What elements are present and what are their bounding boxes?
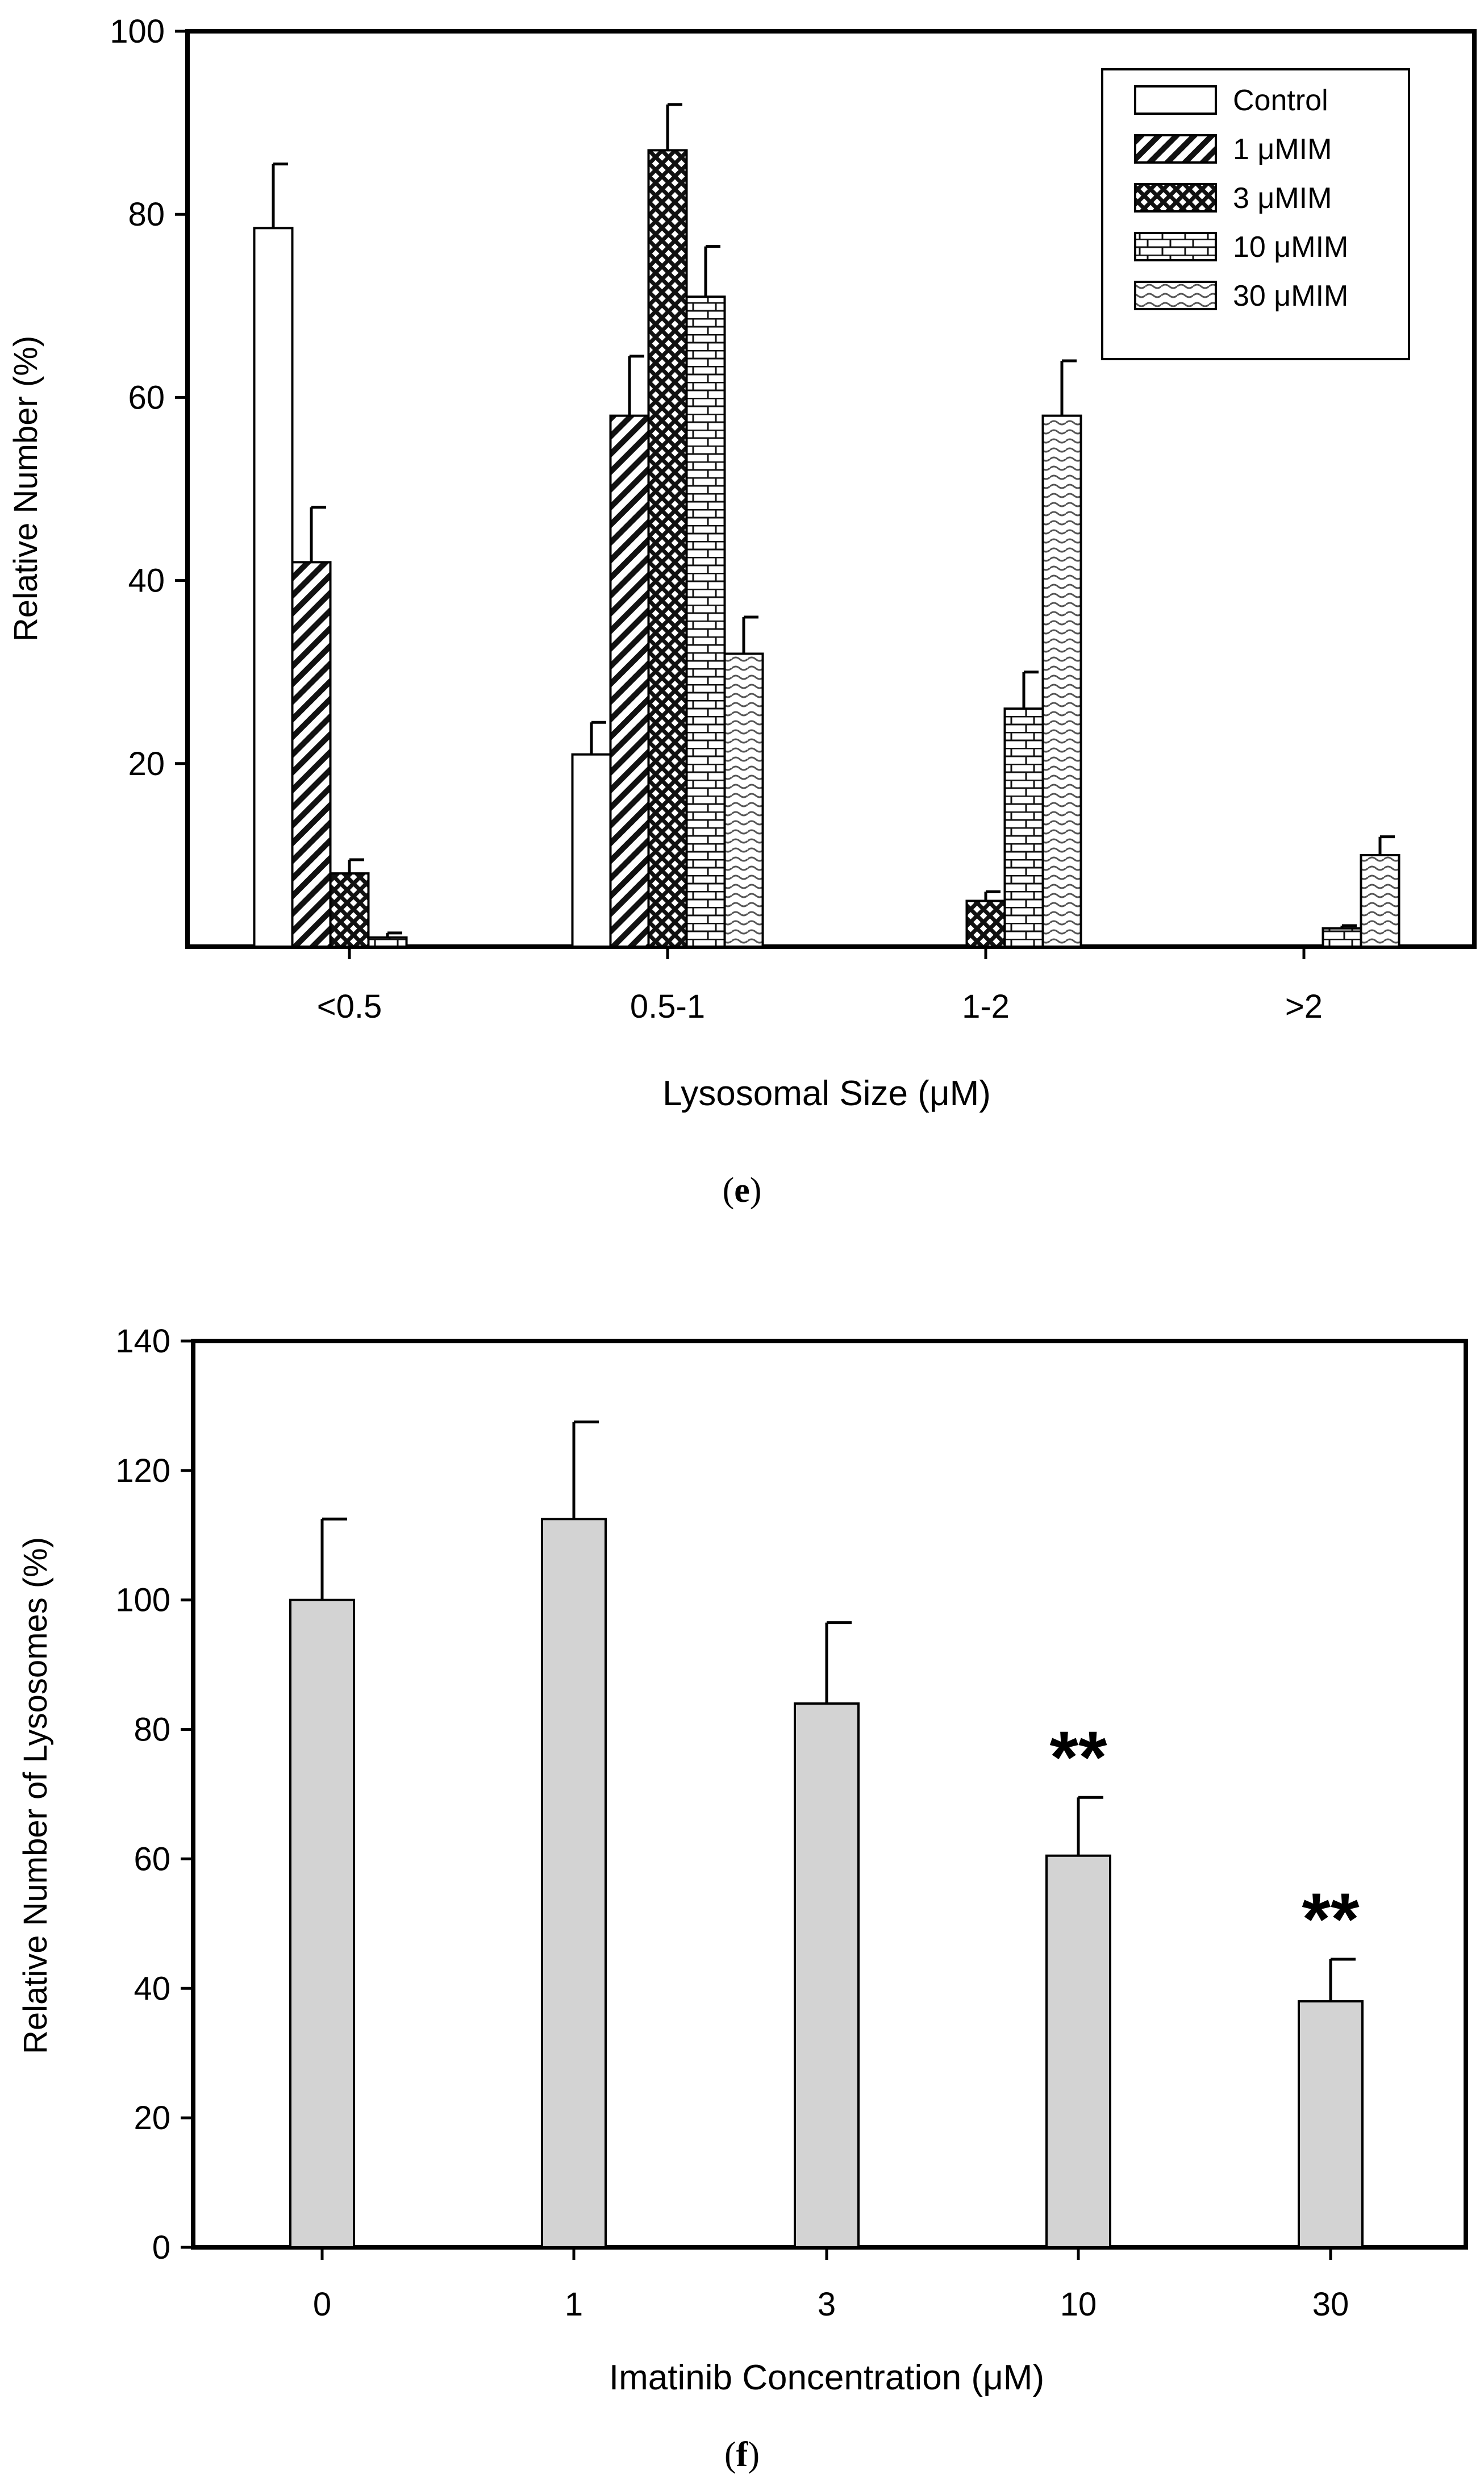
- x-tick-label-f-1: 1: [565, 2286, 583, 2323]
- panel-f-chart: ** ** 0 20 40 60 80 100 120 140 0 1 3 10 30 Relative…: [17, 1323, 1468, 2474]
- bar-e-0-5-control: [253, 227, 294, 948]
- bar-e-2-30-mim: [1360, 853, 1400, 948]
- y-tick-label-e-20: 20: [128, 746, 165, 782]
- legend-swatch-e-control: [1134, 85, 1217, 115]
- bar-e-1-2-10-mim: [1003, 707, 1044, 948]
- legend-swatch-e-3-mim: [1134, 183, 1217, 213]
- legend-label-e-control: Control: [1233, 84, 1328, 117]
- x-tick-label-f-0: 0: [313, 2286, 331, 2323]
- panel-label-e: (e): [723, 1171, 762, 1210]
- legend-label-e-30-mim: 30 μMIM: [1233, 280, 1348, 313]
- y-tick-label-f-40: 40: [134, 1970, 170, 2007]
- y-tick-label-f-20: 20: [134, 2100, 170, 2137]
- y-tick-label-e-80: 80: [128, 196, 165, 233]
- legend-label-e-3-mim: 3 μMIM: [1233, 182, 1332, 215]
- legend-box-e: [1101, 68, 1410, 360]
- y-tick-label-e-60: 60: [128, 379, 165, 416]
- legend-swatch-e-10-mim: [1134, 232, 1217, 261]
- bar-e-2-10-mim: [1322, 927, 1362, 948]
- bar-e-0-5-1-control: [571, 753, 612, 948]
- bar-e-0-5-1-1-mim: [609, 414, 650, 948]
- bar-f-3: [794, 1702, 860, 2248]
- bar-e-0-5-1-10-mim: [685, 295, 726, 948]
- bar-e-0-5-3-mim: [329, 872, 370, 948]
- x-tick-label-e-2: >2: [1285, 988, 1323, 1025]
- significance-marker-10: **: [1049, 1715, 1107, 1798]
- y-axis-label-f: Relative Number of Lysosomes (%): [17, 1537, 54, 2054]
- bar-f-30: [1298, 2000, 1364, 2249]
- y-tick-label-f-0: 0: [152, 2229, 170, 2266]
- significance-marker-30: **: [1302, 1877, 1360, 1960]
- bar-e-1-2-30-mim: [1041, 414, 1082, 948]
- panel-label-f: (f): [724, 2435, 760, 2474]
- bar-e-0-5-1-30-mim: [723, 652, 764, 948]
- bar-e-0-5-10-mim: [367, 936, 408, 948]
- y-tick-label-e-100: 100: [110, 13, 165, 50]
- x-axis-label-e: Lysosomal Size (μM): [662, 1074, 991, 1113]
- bar-f-1: [541, 1518, 607, 2248]
- x-tick-label-e-0-5: <0.5: [317, 988, 382, 1025]
- y-tick-label-f-120: 120: [115, 1452, 170, 1489]
- x-tick-label-e-0-5-1: 0.5-1: [630, 988, 705, 1025]
- x-tick-label-f-10: 10: [1060, 2286, 1097, 2323]
- bar-e-1-2-3-mim: [965, 899, 1006, 948]
- y-tick-label-f-140: 140: [115, 1323, 170, 1360]
- bar-e-0-5-1-mim: [291, 561, 332, 948]
- legend-swatch-e-1-mim: [1134, 134, 1217, 164]
- bar-f-10: [1045, 1854, 1111, 2249]
- legend-label-e-10-mim: 10 μMIM: [1233, 231, 1348, 264]
- bar-f-0: [289, 1598, 355, 2249]
- x-axis-label-f: Imatinib Concentration (μM): [609, 2358, 1044, 2397]
- y-tick-label-f-100: 100: [115, 1582, 170, 1619]
- panel-e-chart: 20 40 60 80 100 <0.5 0.5-1 1-2 >2 Relative Numb…: [7, 13, 1477, 1210]
- x-tick-label-e-1-2: 1-2: [962, 988, 1010, 1025]
- legend-e: Control 1 μMIM 3 μMIM 10 μMIM 30 μMIM: [1101, 68, 1410, 360]
- y-axis-label-e: Relative Number (%): [7, 336, 44, 642]
- y-tick-label-f-80: 80: [134, 1711, 170, 1748]
- y-tick-label-e-40: 40: [128, 563, 165, 599]
- plot-frame-e: [185, 29, 1477, 949]
- legend-swatch-e-30-mim: [1134, 281, 1217, 310]
- y-tick-label-f-60: 60: [134, 1840, 170, 1877]
- x-tick-label-f-30: 30: [1312, 2286, 1349, 2323]
- x-tick-label-f-3: 3: [818, 2286, 836, 2323]
- legend-label-e-1-mim: 1 μMIM: [1233, 133, 1332, 166]
- bar-e-0-5-1-3-mim: [647, 149, 688, 948]
